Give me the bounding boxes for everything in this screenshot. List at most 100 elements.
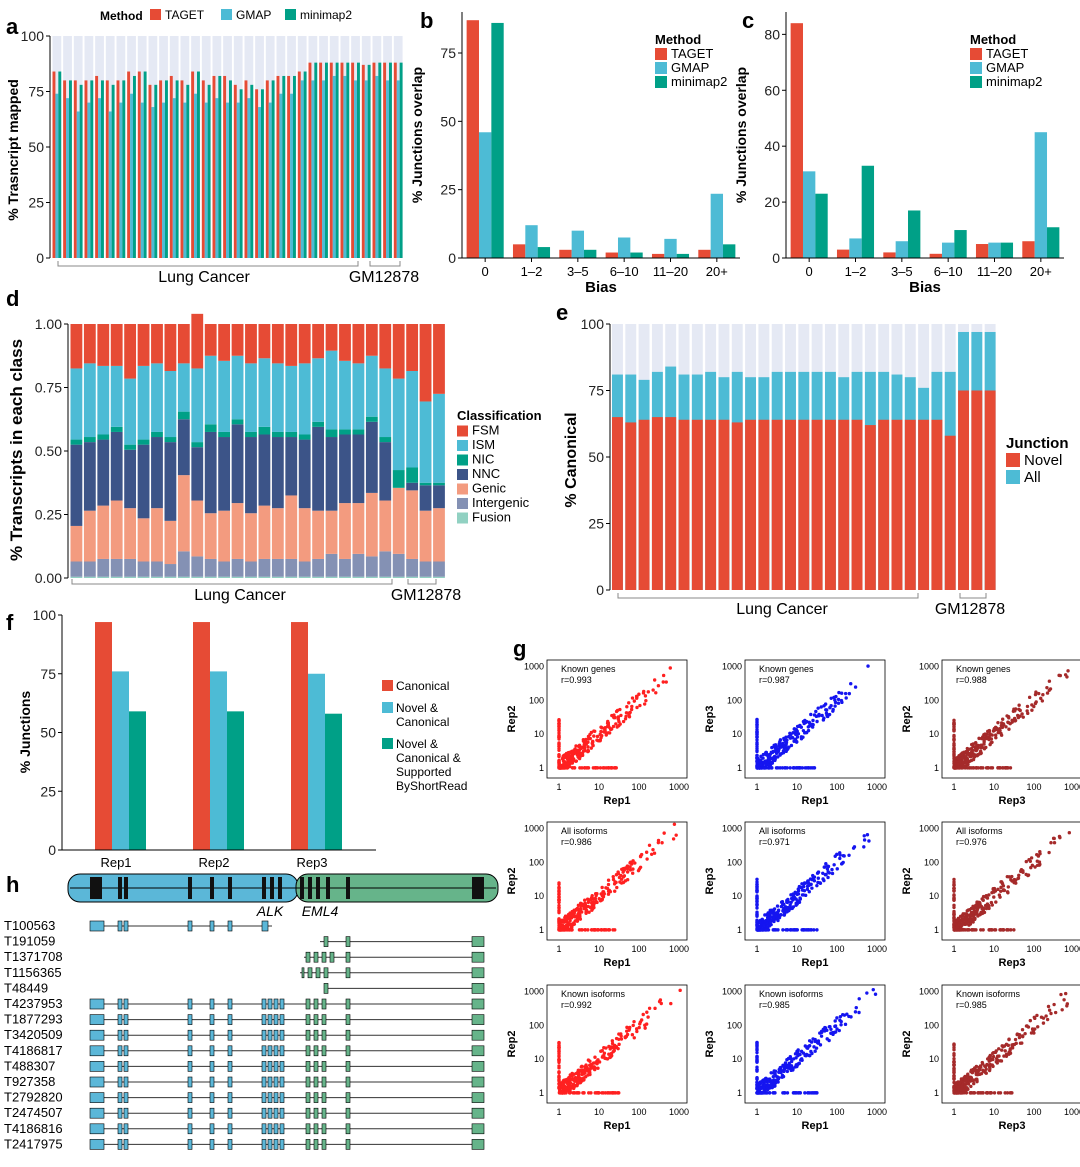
scatter-point bbox=[966, 908, 971, 912]
scatter-point bbox=[646, 1015, 650, 1019]
bar-novel bbox=[798, 419, 810, 590]
x-tick-label: 3–5 bbox=[891, 264, 913, 279]
scatter-point bbox=[601, 890, 606, 894]
stack-fsm bbox=[419, 324, 432, 402]
bar-taget bbox=[308, 62, 312, 258]
stack-nic bbox=[406, 467, 419, 483]
scatter-point bbox=[960, 917, 965, 922]
scatter-point bbox=[766, 1083, 770, 1087]
bar-taget bbox=[159, 80, 163, 259]
bar-taget bbox=[351, 62, 355, 258]
exon-alk bbox=[261, 1139, 267, 1150]
legend-label: GMAP bbox=[671, 60, 709, 75]
scatter-point bbox=[785, 746, 790, 750]
scatter-point bbox=[1018, 1041, 1023, 1045]
bar-gmap bbox=[226, 102, 229, 258]
bar-minimap2 bbox=[271, 80, 275, 259]
bar-taget bbox=[95, 75, 99, 259]
stack-fsm bbox=[204, 324, 217, 356]
y-axis-label: Rep2 bbox=[901, 1031, 913, 1058]
bar-taget bbox=[127, 71, 131, 259]
bar-taget bbox=[1022, 241, 1035, 258]
scatter-point bbox=[631, 1023, 635, 1028]
scatter-point bbox=[608, 889, 613, 894]
scatter-point bbox=[615, 725, 619, 729]
scatter-point bbox=[574, 759, 578, 763]
stack-nic bbox=[218, 431, 231, 438]
stack-fusion bbox=[312, 576, 325, 578]
exon-eml4 bbox=[471, 983, 485, 994]
stack-fusion bbox=[110, 576, 123, 578]
scatter-point bbox=[965, 1086, 969, 1090]
scatter-point bbox=[1025, 709, 1029, 713]
scatter-point bbox=[1041, 693, 1045, 697]
scatter-point bbox=[952, 1085, 956, 1089]
scatter-point bbox=[1041, 1016, 1046, 1020]
scatter-point bbox=[608, 1055, 612, 1060]
exon-alk bbox=[279, 1045, 285, 1057]
exon-alk bbox=[261, 1045, 267, 1057]
stack-nnc bbox=[352, 434, 365, 504]
scatter-point bbox=[769, 1071, 773, 1075]
bar-gmap bbox=[87, 102, 91, 258]
bar-minimap2 bbox=[815, 193, 828, 258]
scatter-point bbox=[767, 1091, 772, 1095]
scatter-point bbox=[813, 1037, 817, 1042]
scatter-point bbox=[788, 766, 792, 770]
scatter-point bbox=[791, 1067, 795, 1071]
scatter-point bbox=[615, 885, 619, 890]
bar-minimap2 bbox=[314, 62, 318, 258]
scatter-point bbox=[783, 766, 787, 770]
bar-minimap2 bbox=[68, 80, 72, 259]
scatter-point bbox=[985, 732, 989, 737]
scatter-point bbox=[807, 883, 811, 887]
legend-label: All bbox=[1024, 469, 1041, 486]
stack-ism bbox=[231, 355, 244, 420]
bar-minimap2 bbox=[132, 75, 136, 259]
scatter-point bbox=[765, 921, 770, 926]
scatter-point bbox=[625, 870, 630, 874]
scatter-point bbox=[755, 759, 759, 764]
exon-alk bbox=[89, 1029, 105, 1041]
stack-ism bbox=[406, 370, 419, 468]
scatter-point bbox=[557, 1070, 561, 1074]
bar-gmap bbox=[66, 98, 69, 258]
scatter-point bbox=[755, 920, 759, 924]
scatter-point bbox=[1015, 713, 1020, 718]
bar-gmap bbox=[710, 193, 724, 258]
scatter-point bbox=[961, 912, 965, 916]
scatter-point bbox=[805, 887, 810, 892]
scatter-point bbox=[583, 902, 588, 907]
scatter-r: r=0.985 bbox=[956, 1000, 987, 1010]
y-tick-label: 75 bbox=[28, 84, 44, 100]
scatter-point bbox=[964, 754, 968, 759]
scatter-point bbox=[644, 1022, 649, 1026]
scatter-point bbox=[576, 907, 580, 911]
scatter-point bbox=[582, 898, 587, 902]
exon-eml4 bbox=[301, 967, 305, 979]
scatter-point bbox=[993, 733, 998, 737]
scatter-point bbox=[586, 928, 590, 932]
legend-swatch bbox=[970, 48, 982, 60]
bar-minimap2 bbox=[356, 62, 360, 258]
exon-eml4 bbox=[321, 1045, 327, 1057]
y-tick-label: 0.75 bbox=[35, 380, 62, 396]
scatter-point bbox=[643, 1026, 647, 1030]
stack-fsm bbox=[406, 324, 419, 371]
scatter-point bbox=[557, 886, 561, 890]
scatter-point bbox=[628, 865, 632, 869]
scatter-point bbox=[591, 904, 596, 908]
exon-eml4 bbox=[321, 1029, 327, 1041]
stack-nic bbox=[258, 426, 271, 435]
scatter-point bbox=[981, 1091, 985, 1095]
scatter-point bbox=[557, 1074, 561, 1078]
y-axis-label: Rep3 bbox=[704, 868, 716, 895]
x-tick-label: 6–10 bbox=[610, 264, 639, 279]
x-axis-label: Rep1 bbox=[604, 1120, 631, 1132]
legend-swatch bbox=[655, 48, 667, 60]
scatter-point bbox=[1012, 1042, 1017, 1047]
y-axis-label: % Junctions overlap bbox=[733, 67, 749, 203]
stack-fsm bbox=[124, 324, 137, 379]
y-axis-label: Rep2 bbox=[506, 868, 518, 895]
exon-eml4 bbox=[313, 1061, 319, 1072]
